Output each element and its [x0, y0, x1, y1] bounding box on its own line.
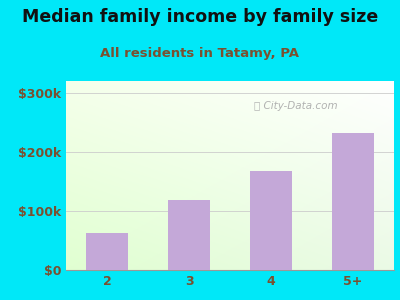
Bar	[250, 171, 292, 270]
Bar	[86, 233, 128, 270]
Text: All residents in Tatamy, PA: All residents in Tatamy, PA	[100, 46, 300, 59]
Bar	[332, 133, 374, 270]
Bar	[168, 200, 210, 270]
Text: Median family income by family size: Median family income by family size	[22, 8, 378, 26]
Text: Ⓠ City-Data.com: Ⓠ City-Data.com	[254, 100, 338, 111]
